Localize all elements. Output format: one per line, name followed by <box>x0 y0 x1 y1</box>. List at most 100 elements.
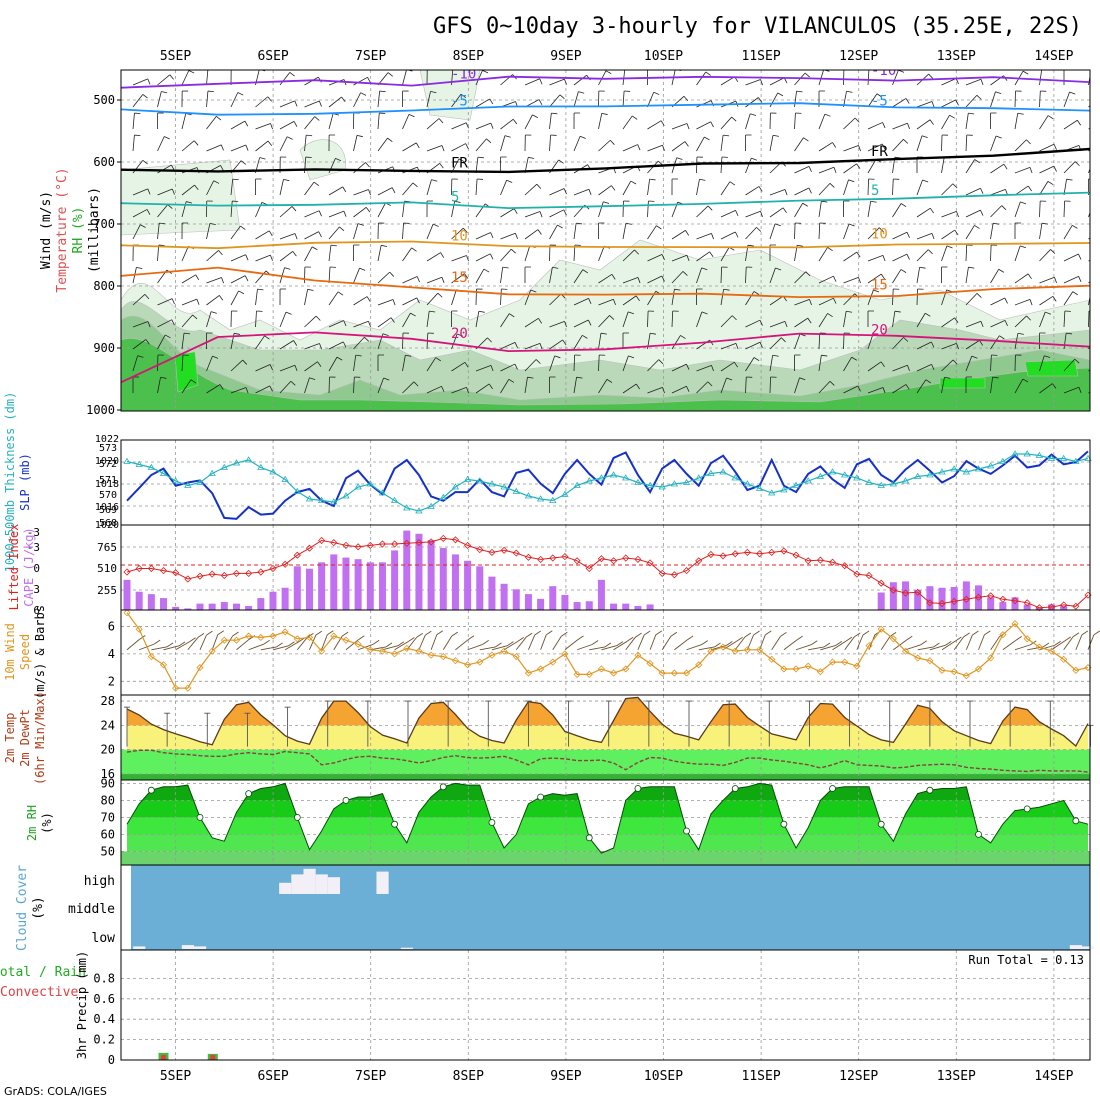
wind-barb-10m <box>953 632 970 651</box>
wind-barb <box>671 385 690 394</box>
wind-barb-10m <box>649 630 663 650</box>
wind-barb <box>500 266 509 284</box>
wind-barb <box>181 379 197 394</box>
wind-barb <box>157 204 173 218</box>
thickness-marker <box>731 474 739 481</box>
wind-barb-10m <box>783 635 803 651</box>
wind-barb <box>671 141 689 152</box>
pressure-tick-label: 500 <box>93 93 115 107</box>
li-marker <box>1060 601 1068 609</box>
thickness-marker <box>865 478 873 485</box>
wind-barb <box>745 186 763 196</box>
wind-barb <box>696 381 713 394</box>
wind-barb <box>1014 273 1032 284</box>
isotherm-label: -10 <box>451 67 476 83</box>
pressure-tick-label: 900 <box>93 341 115 355</box>
axis-title-line: 10m Wind <box>3 623 17 681</box>
wind-barb <box>1063 91 1076 108</box>
wind-barb <box>181 222 189 240</box>
thickness-marker <box>269 468 277 475</box>
wind-marker <box>281 628 289 636</box>
li-marker <box>865 571 873 580</box>
wind-barb <box>720 134 730 152</box>
wind-barb <box>377 354 385 372</box>
li-marker <box>573 557 581 565</box>
wind-barb <box>720 156 728 174</box>
rh-marker <box>196 814 204 821</box>
cloud-panel: high middle low Cloud Cover (%) <box>15 864 1095 951</box>
wind-marker <box>707 647 715 655</box>
wind-barb <box>426 310 436 328</box>
li-marker <box>257 568 265 576</box>
wind-barb <box>157 354 164 372</box>
cloud-cell-low <box>400 947 413 949</box>
wind-barb <box>475 232 494 240</box>
wind-barb <box>843 200 850 218</box>
wind-barb <box>206 311 217 328</box>
isotherm-label: 20 <box>871 323 888 339</box>
wind-barb <box>671 178 679 196</box>
axis-title: 3hr Precip (mm) <box>75 951 89 1059</box>
wind-barb <box>132 112 141 130</box>
li-marker <box>208 570 216 578</box>
li-marker <box>828 558 837 566</box>
wind-barb <box>598 185 616 196</box>
isotherm-5 <box>121 191 1090 210</box>
thickness-marker <box>573 481 581 488</box>
rh-contour-region <box>1024 359 1079 377</box>
li-marker <box>439 534 447 542</box>
wind-barb <box>1039 355 1051 372</box>
wind-barb <box>1014 299 1033 306</box>
wind-barb <box>892 98 910 108</box>
li-marker <box>135 564 143 573</box>
wind-barb-10m <box>382 641 405 651</box>
wind-barb <box>451 333 463 350</box>
wind-marker <box>695 661 703 669</box>
wind-marker <box>123 609 131 617</box>
wind-barb <box>916 288 924 306</box>
wind-panel: 6 4 2 10m Wind Speed (m/s) & Barbs <box>3 605 1100 699</box>
wind-barb <box>1063 253 1082 262</box>
wind-barb <box>965 320 984 328</box>
wind-barb <box>475 178 484 196</box>
axis-title-line: Speed <box>18 634 32 670</box>
wind-barb <box>622 295 640 306</box>
precip-panel: 0.8 0.6 0.4 0.2 0 Run Total = 0.13 Total / R… <box>0 949 1091 1067</box>
thickness-marker <box>390 496 399 503</box>
rh-marker <box>537 793 544 801</box>
wind-barb <box>304 266 311 284</box>
wind-barb <box>230 200 239 218</box>
wind-barb <box>157 319 175 328</box>
isotherm-20 <box>121 331 1090 384</box>
wind-barb <box>132 209 151 218</box>
li-marker <box>707 550 715 559</box>
wind-marker <box>184 684 192 692</box>
thickness-marker <box>366 480 374 487</box>
rh-marker <box>391 820 399 828</box>
li-marker <box>877 579 885 587</box>
thickness-marker <box>305 495 314 502</box>
wind-barb <box>1014 378 1029 394</box>
wind-barb <box>1014 332 1024 350</box>
wind-marker <box>354 640 362 648</box>
wind-marker <box>330 632 338 640</box>
li-marker <box>585 564 593 573</box>
li-marker <box>1023 599 1031 607</box>
wind-barb <box>696 178 706 196</box>
isotherm-label: 5 <box>871 183 879 199</box>
wind-barb <box>573 135 586 152</box>
wind-marker <box>135 625 143 633</box>
cape-bar <box>366 562 374 610</box>
li-marker <box>622 554 630 562</box>
axis-title-line: (m/s) & Barbs <box>33 605 47 699</box>
wind-marker <box>512 653 520 661</box>
li-marker <box>816 556 824 564</box>
wind-barb <box>500 156 507 174</box>
pressure-axis: 500 600 700 800 900 1000 <box>86 93 121 417</box>
wind-barb-10m <box>905 640 927 651</box>
wind-barb <box>573 91 585 108</box>
wind-marker <box>999 631 1007 639</box>
wind-barb <box>867 122 886 130</box>
wind-barb-10m <box>576 640 599 651</box>
wind-speed-line <box>126 612 1089 689</box>
